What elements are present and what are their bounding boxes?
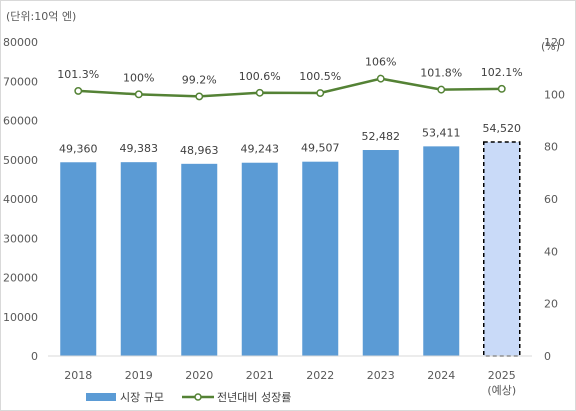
growth-rate-point xyxy=(316,89,325,97)
right-tick-label: 0 xyxy=(544,350,551,363)
bar-value-label: 49,243 xyxy=(241,143,280,156)
growth-rate-point xyxy=(134,90,143,99)
legend: 시장 규모 전년대비 성장률 xyxy=(86,391,291,404)
left-tick-label: 50000 xyxy=(3,154,38,167)
growth-rate-label: 102.1% xyxy=(481,66,523,79)
growth-rate-point xyxy=(437,85,446,94)
x-axis-ticks: 2018 2019 2020 2021 2022 2023 2024 2025 (예상) xyxy=(64,369,516,397)
growth-rate-label: 101.3% xyxy=(57,68,99,81)
bar xyxy=(302,161,339,356)
x-tick-label: 2022 xyxy=(306,369,334,382)
legend-bar-swatch xyxy=(86,393,116,401)
legend-bar-label: 시장 규모 xyxy=(120,391,164,404)
x-tick-label: 2018 xyxy=(64,369,92,382)
legend-line-marker xyxy=(194,393,202,401)
left-tick-label: 30000 xyxy=(3,232,38,245)
x-tick-label: 2019 xyxy=(125,369,153,382)
x-tick-label: 2025 xyxy=(488,369,516,382)
left-axis-unit: (단위:10억 엔) xyxy=(6,10,76,23)
legend-line-label: 전년대비 성장률 xyxy=(217,391,291,404)
bar-value-label: 49,383 xyxy=(120,142,159,155)
bar xyxy=(241,162,278,356)
x-tick-label: 2024 xyxy=(427,369,455,382)
right-tick-label: 60 xyxy=(544,193,558,206)
growth-rate-label: 99.2% xyxy=(182,73,217,86)
growth-rate-point xyxy=(195,92,204,101)
bar-value-label: 53,411 xyxy=(422,126,461,139)
left-tick-label: 70000 xyxy=(3,75,38,88)
x-tick-sublabel: (예상) xyxy=(487,384,516,397)
line-series xyxy=(74,74,506,101)
x-tick-label: 2020 xyxy=(185,369,213,382)
line-data-labels: 101.3% 100% 99.2% 100.6% 100.5% 106% 101.8% 102… xyxy=(57,56,522,87)
growth-rate-point xyxy=(497,84,506,93)
growth-rate-label: 100.6% xyxy=(239,70,281,83)
bar-value-label: 48,963 xyxy=(180,144,219,157)
bar-value-label: 49,507 xyxy=(301,142,340,155)
left-tick-label: 80000 xyxy=(3,36,38,49)
bar xyxy=(120,162,157,356)
bar xyxy=(60,162,97,356)
growth-rate-label: 101.8% xyxy=(420,67,462,80)
growth-rate-line xyxy=(78,77,502,98)
bar-value-label: 54,520 xyxy=(483,122,522,135)
bar-value-label: 49,360 xyxy=(59,142,98,155)
right-tick-label: 40 xyxy=(544,245,558,258)
right-tick-label: 100 xyxy=(544,88,565,101)
growth-rate-point xyxy=(255,88,264,97)
right-tick-label: 120 xyxy=(544,36,565,49)
bar-forecast xyxy=(483,141,521,357)
bar xyxy=(423,146,460,356)
left-tick-label: 10000 xyxy=(3,311,38,324)
right-tick-label: 80 xyxy=(544,141,558,154)
left-tick-label: 0 xyxy=(31,350,38,363)
left-tick-label: 40000 xyxy=(3,193,38,206)
x-tick-label: 2021 xyxy=(246,369,274,382)
left-tick-label: 20000 xyxy=(3,272,38,285)
bar-series xyxy=(60,141,521,357)
right-axis-ticks: 0 20 40 60 80 100 120 xyxy=(544,36,565,363)
bar xyxy=(181,163,218,356)
bar-value-label: 52,482 xyxy=(362,130,401,143)
left-axis-ticks: 0 10000 20000 30000 40000 50000 60000 70000 8000… xyxy=(3,36,38,363)
bar-data-labels: 49,360 49,383 48,963 49,243 49,507 52,482 53,4… xyxy=(59,122,521,157)
right-tick-label: 20 xyxy=(544,298,558,311)
growth-rate-point xyxy=(74,86,83,95)
growth-rate-label: 106% xyxy=(365,56,396,69)
left-tick-label: 60000 xyxy=(3,115,38,128)
bar xyxy=(362,150,399,356)
growth-rate-label: 100% xyxy=(123,71,154,84)
growth-rate-label: 100.5% xyxy=(299,70,341,83)
right-axis-unit: (%) xyxy=(541,40,560,53)
growth-rate-point xyxy=(376,74,385,83)
x-tick-label: 2023 xyxy=(367,369,395,382)
